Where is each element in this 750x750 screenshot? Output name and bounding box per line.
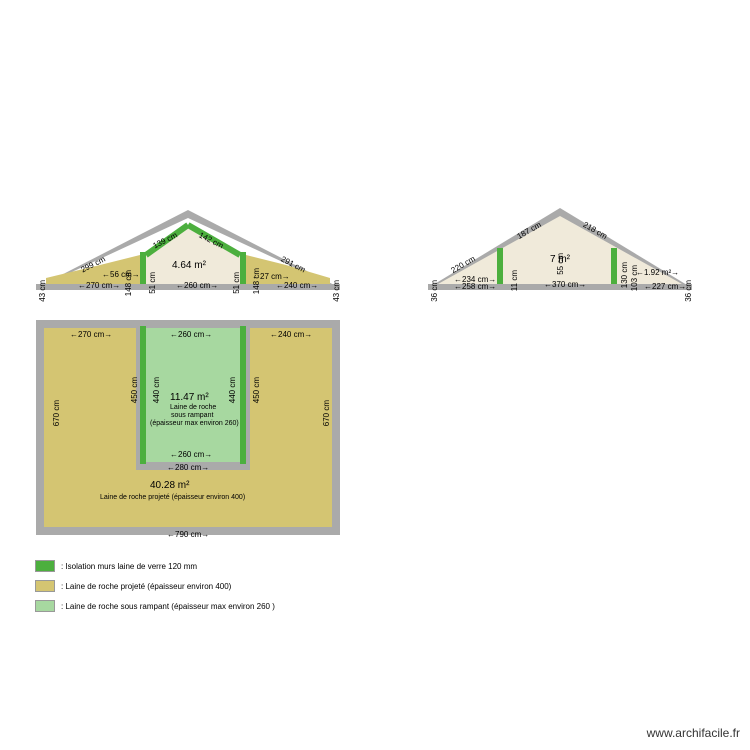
plan-inner-area: 11.47 m² <box>170 392 209 403</box>
dim-label: 130 cm <box>620 262 629 288</box>
legend-swatch-yellow <box>35 580 55 592</box>
dim-label: ←260 cm→ <box>170 330 212 339</box>
legend: : Isolation murs laine de verre 120 mm :… <box>35 560 275 620</box>
dim-label: ←260 cm→ <box>176 281 218 290</box>
dim-label: 51 cm <box>232 272 241 294</box>
legend-swatch-green <box>35 560 55 572</box>
plan-inner-note2: sous rampant <box>171 412 213 419</box>
dim-label: ←270 cm→ <box>78 281 120 290</box>
dim-label: 440 cm <box>228 377 237 403</box>
dim-label: 670 cm <box>322 400 331 426</box>
dim-label: 36 cm <box>684 280 693 302</box>
dim-label: ←258 cm→ <box>454 282 496 291</box>
dim-label: ←56 cm→ <box>102 270 140 279</box>
legend-label: : Isolation murs laine de verre 120 mm <box>61 562 197 571</box>
dim-label: 670 cm <box>52 400 61 426</box>
dim-label: ←370 cm→ <box>544 280 586 289</box>
plan-inner-note1: Laine de roche <box>170 404 216 411</box>
dim-label: 450 cm <box>252 377 261 403</box>
legend-swatch-lightgreen <box>35 600 55 612</box>
dim-label: ←260 cm→ <box>170 450 212 459</box>
gable-right <box>0 0 720 300</box>
dim-label: 148 cm <box>124 270 133 296</box>
dim-label: 55 cm <box>556 253 565 275</box>
plan-outer-note: Laine de roche projeté (épaisseur enviro… <box>100 494 245 501</box>
dim-label: 36 cm <box>430 280 439 302</box>
dim-label: ←790 cm→ <box>167 530 209 539</box>
dim-label: 103 cm <box>630 265 639 291</box>
dim-label: 43 cm <box>332 280 341 302</box>
dim-label: 148 cm <box>252 268 261 294</box>
legend-row: : Isolation murs laine de verre 120 mm <box>35 560 275 572</box>
plan-outer-area: 40.28 m² <box>150 480 189 491</box>
plan-green-left <box>140 326 146 464</box>
dim-label: ←240 cm→ <box>270 330 312 339</box>
plan-green-right <box>240 326 246 464</box>
dim-label: ←227 cm→ <box>644 282 686 291</box>
legend-row: : Laine de roche sous rampant (épaisseur… <box>35 600 275 612</box>
dim-label: 440 cm <box>152 377 161 403</box>
dim-label: ←1.92 m²→ <box>636 268 679 277</box>
plan-inner-note3: (épaisseur max environ 260) <box>150 420 239 427</box>
dim-label: ←240 cm→ <box>276 281 318 290</box>
dim-label: ←280 cm→ <box>167 463 209 472</box>
dim-label: ←270 cm→ <box>70 330 112 339</box>
watermark: www.archifacile.fr <box>647 726 740 740</box>
legend-label: : Laine de roche projeté (épaisseur envi… <box>61 582 231 591</box>
dim-label: 43 cm <box>38 280 47 302</box>
dim-label: 51 cm <box>148 272 157 294</box>
dim-label: 11 cm <box>510 270 519 291</box>
dim-label: 450 cm <box>130 377 139 403</box>
legend-row: : Laine de roche projeté (épaisseur envi… <box>35 580 275 592</box>
legend-label: : Laine de roche sous rampant (épaisseur… <box>61 602 275 611</box>
gable-left-area: 4.64 m² <box>172 260 206 271</box>
